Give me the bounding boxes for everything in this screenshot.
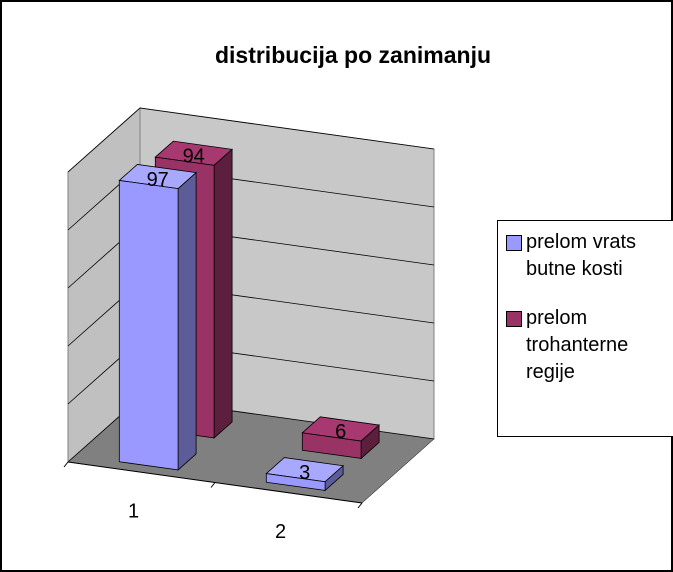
legend-label: prelom vrats butne kosti — [526, 231, 637, 280]
legend-entry: prelom vrats butne kosti — [506, 229, 673, 283]
axis-tick — [210, 482, 216, 488]
legend: prelom vrats butne kosti prelom trohanter… — [497, 220, 673, 437]
bar-side — [177, 171, 197, 471]
bar-front — [265, 473, 326, 491]
bar — [118, 164, 198, 471]
bar-front — [118, 179, 179, 471]
grid-line — [67, 107, 435, 173]
axis-tick — [63, 461, 69, 468]
legend-swatch — [506, 235, 522, 251]
bar — [265, 457, 345, 492]
x-axis — [67, 461, 363, 504]
value-label: 3 — [299, 462, 310, 484]
chart-title: distribucija po zanimanju — [215, 42, 491, 68]
value-label: 97 — [147, 169, 169, 191]
bar-side — [213, 148, 233, 439]
bar — [301, 416, 381, 460]
axis-tick — [357, 502, 363, 509]
value-label: 6 — [335, 421, 346, 443]
x-tick-label: 2 — [275, 521, 286, 543]
value-label: 94 — [183, 146, 205, 168]
legend-label: prelom trohanterne regije — [526, 307, 629, 383]
bar-front — [301, 432, 362, 459]
legend-swatch — [506, 311, 522, 327]
legend-entry: prelom trohanterne regije — [506, 305, 673, 386]
x-tick-label: 1 — [128, 501, 139, 523]
